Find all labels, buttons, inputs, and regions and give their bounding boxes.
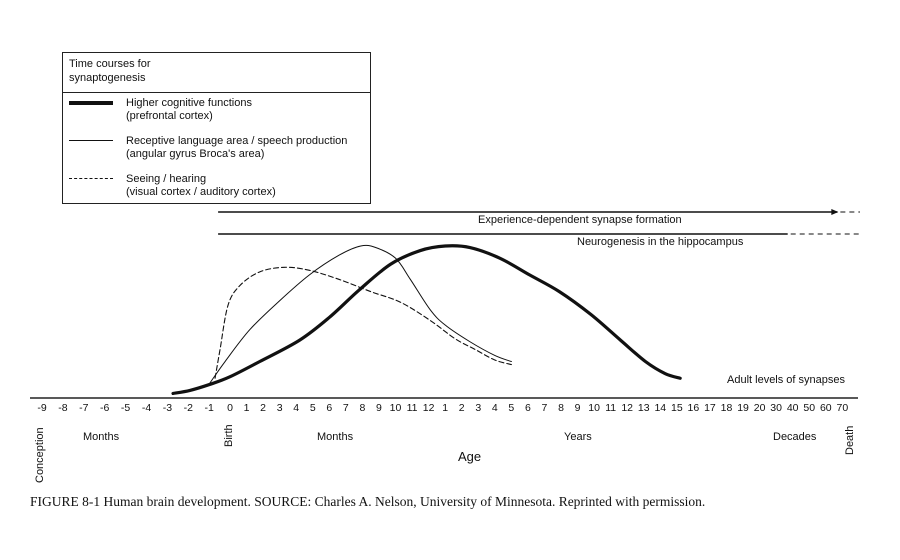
x-tick-label: 3 (277, 402, 283, 414)
segment-label: Months (317, 431, 354, 443)
x-tick-label: 12 (621, 402, 633, 414)
x-tick-label: 30 (770, 402, 782, 414)
series-line-thick-solid (171, 244, 682, 396)
x-tick-label: 18 (721, 402, 733, 414)
x-tick-label: 5 (508, 402, 514, 414)
baseline-label: Adult levels of synapses (727, 374, 846, 386)
x-tick-label: 3 (475, 402, 481, 414)
legend-label: Receptive language area / speech product… (126, 135, 348, 147)
x-tick-label: -5 (121, 402, 130, 414)
span-label-neurogenesis: Neurogenesis in the hippocampus (577, 236, 744, 248)
marker-conception: Conception (34, 427, 46, 483)
x-tick-label: 6 (326, 402, 332, 414)
x-tick-label: 70 (837, 402, 849, 414)
series-line-dashed (214, 266, 512, 379)
thin-line-swatch (69, 140, 113, 141)
x-tick-label: 8 (558, 402, 564, 414)
x-tick-label: 9 (376, 402, 382, 414)
legend-title-line: Time courses for (69, 58, 151, 70)
x-tick-label: 16 (688, 402, 700, 414)
series-line-thin-solid (209, 244, 512, 384)
segment-label: Decades (773, 431, 817, 443)
x-tick-label: 4 (293, 402, 299, 414)
x-tick-label: 10 (390, 402, 402, 414)
x-tick-label: -8 (58, 402, 67, 414)
x-tick-label: 13 (638, 402, 650, 414)
legend-item-language: Receptive language area / speech product… (69, 135, 369, 165)
x-tick-label: 11 (407, 402, 418, 414)
legend-label: Higher cognitive functions (126, 97, 252, 109)
x-tick-label: 10 (588, 402, 600, 414)
x-tick-label: 11 (605, 402, 616, 414)
x-tick-label: 1 (244, 402, 250, 414)
figure-caption: FIGURE 8-1 Human brain development. SOUR… (30, 494, 706, 509)
legend-item-seeing-hearing: Seeing / hearing (visual cortex / audito… (69, 173, 369, 203)
x-tick-label: 2 (260, 402, 266, 414)
x-tick-label: 50 (803, 402, 815, 414)
legend-text: Higher cognitive functions (prefrontal c… (126, 97, 252, 123)
x-tick-label: 60 (820, 402, 832, 414)
legend-text: Receptive language area / speech product… (126, 135, 347, 161)
x-tick-label: 17 (704, 402, 716, 414)
x-tick-label: 19 (737, 402, 749, 414)
x-tick-label: -2 (184, 402, 193, 414)
dashed-line-swatch (69, 178, 113, 179)
x-tick-label: 7 (542, 402, 548, 414)
marker-death: Death (844, 425, 856, 455)
x-tick-label: 6 (525, 402, 531, 414)
x-tick-label: -4 (142, 402, 151, 414)
thick-line-swatch (69, 101, 113, 105)
x-tick-label: 15 (671, 402, 683, 414)
legend-sublabel: (prefrontal cortex) (126, 110, 213, 122)
x-tick-label: -9 (37, 402, 46, 414)
x-tick-label: 0 (227, 402, 233, 414)
x-tick-label: 1 (442, 402, 448, 414)
legend-text: Seeing / hearing (visual cortex / audito… (126, 173, 276, 199)
x-tick-label: 40 (787, 402, 799, 414)
legend-title: Time courses for synaptogenesis (63, 53, 370, 93)
arrowhead-icon (831, 209, 839, 215)
legend-item-higher-cognitive: Higher cognitive functions (prefrontal c… (69, 97, 369, 127)
legend-sublabel: (visual cortex / auditory cortex) (126, 186, 276, 198)
legend-label: Seeing / hearing (126, 173, 207, 185)
x-tick-label: -1 (205, 402, 214, 414)
x-tick-label: 14 (654, 402, 666, 414)
span-label-experience: Experience-dependent synapse formation (478, 214, 682, 226)
segment-label: Months (83, 431, 120, 443)
x-tick-label: 12 (423, 402, 435, 414)
x-tick-label: 9 (575, 402, 581, 414)
x-tick-label: -7 (79, 402, 88, 414)
x-axis-title: Age (458, 449, 482, 464)
x-tick-label: 7 (343, 402, 349, 414)
x-tick-label: 20 (754, 402, 766, 414)
legend: Time courses for synaptogenesis Higher c… (62, 52, 371, 204)
segment-label: Years (564, 431, 592, 443)
x-tick-label: -6 (100, 402, 109, 414)
x-tick-label: 4 (492, 402, 498, 414)
x-tick-label: -3 (163, 402, 172, 414)
legend-title-line: synaptogenesis (69, 72, 146, 84)
legend-sublabel: (angular gyrus Broca's area) (126, 148, 265, 160)
x-tick-label: 2 (459, 402, 465, 414)
x-tick-label: 8 (359, 402, 365, 414)
marker-birth: Birth (223, 424, 235, 447)
x-tick-label: 5 (310, 402, 316, 414)
